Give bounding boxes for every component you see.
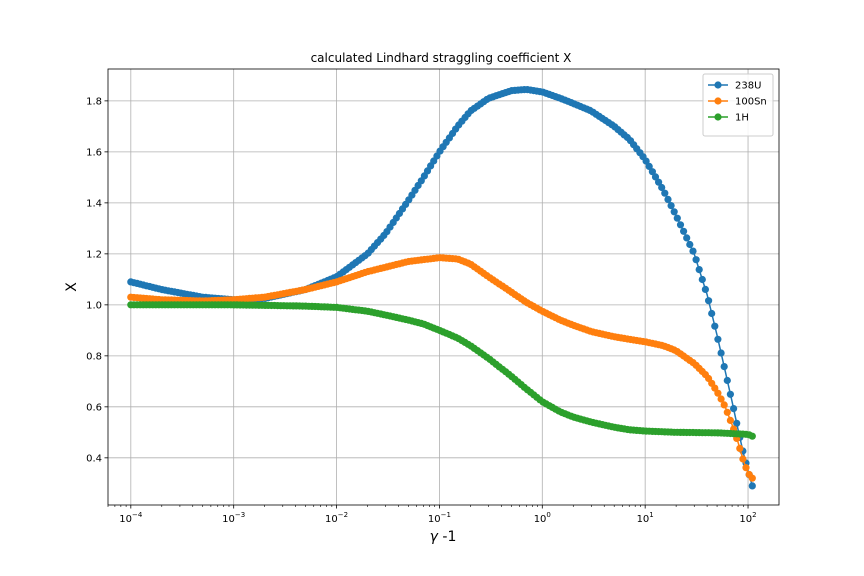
x-tick-label: 10−4 [119,511,143,525]
data-point [717,349,725,357]
data-point [726,390,735,398]
legend-marker [714,113,722,121]
series-layer [127,86,756,490]
data-point [680,227,688,235]
legend-item: 100Sn [708,97,767,108]
data-point [717,395,725,403]
x-tick-base: 10 [637,514,650,525]
data-point [723,408,731,416]
data-point [748,474,756,482]
data-point [689,247,697,255]
y-tick-label: 1.8 [86,96,102,107]
y-tick-label: 0.4 [86,453,102,464]
data-point [658,183,666,192]
axis-ticks: 10−4 10−3 10−2 10−1 100 101 1020.40.60.81.01.2… [86,96,757,525]
data-point [661,189,669,197]
data-point [714,335,722,343]
legend-label: 1H [735,113,749,124]
x-tick-exponent: 2 [752,511,756,519]
data-point [683,234,691,242]
data-point [726,416,735,424]
series-1H [127,301,756,440]
data-point [645,162,653,170]
data-point [733,419,741,427]
data-point [720,401,728,409]
data-point [730,405,738,413]
x-tick-label: 100 [534,511,551,525]
legend-item: 1H [708,113,749,124]
data-point [642,157,650,165]
legend-marker [714,97,722,105]
data-point [748,432,756,440]
x-tick-base: 10 [222,514,235,525]
data-point [670,208,678,216]
data-point [708,309,716,318]
x-axis-label-symbol: γ [430,529,439,545]
y-tick-label: 1.4 [86,198,102,209]
data-point [667,202,675,210]
x-tick-exponent: 0 [546,511,550,519]
x-tick-label: 10−3 [222,511,245,525]
y-tick-label: 1.0 [86,300,102,311]
data-point [701,285,710,293]
data-point [711,322,719,330]
x-tick-base: 10 [325,514,338,525]
y-tick-label: 0.6 [86,402,102,413]
x-tick-exponent: 1 [649,511,653,519]
data-point [714,389,722,397]
data-point [648,168,657,176]
x-axis-label: γ -1 [430,529,457,545]
legend-frame [702,73,774,137]
x-tick-exponent: −4 [132,511,143,519]
x-tick-base: 10 [534,514,547,525]
data-point [739,455,747,463]
y-tick-label: 1.6 [86,147,102,158]
plot-frame [107,68,780,506]
x-axis-label-rest: -1 [438,529,456,545]
data-point [673,214,681,222]
data-point [748,482,756,490]
x-tick-label: 10−1 [428,511,451,525]
y-tick-label: 1.2 [86,249,102,260]
legend-label: 100Sn [735,97,767,108]
x-tick-exponent: −3 [235,511,245,519]
data-point [651,173,660,181]
data-point [736,444,744,452]
legend-marker [714,81,722,89]
legend-label: 238U [735,81,761,92]
data-point [686,240,694,249]
y-tick-label: 0.8 [86,351,102,362]
data-point [695,266,703,274]
data-point [742,464,750,472]
data-point [720,363,728,371]
x-tick-label: 10−2 [325,511,348,525]
legend: 238U 100Sn 1H [702,73,774,137]
x-tick-exponent: −2 [338,511,348,519]
chart-title: calculated Lindhard straggling coefficie… [311,51,572,65]
data-point [723,376,731,385]
data-point [664,195,672,203]
legend-item: 238U [708,81,761,92]
series-100Sn [127,254,756,482]
x-tick-base: 10 [119,514,132,525]
data-point [692,256,700,264]
data-point [698,275,706,284]
x-tick-label: 102 [739,511,756,525]
data-point [676,221,685,229]
data-point [655,178,663,186]
data-point [705,297,713,305]
x-tick-base: 10 [739,514,752,525]
x-tick-label: 101 [637,511,654,525]
x-tick-base: 10 [428,514,441,525]
y-axis-label: X [64,282,80,292]
x-tick-exponent: −1 [441,511,451,519]
